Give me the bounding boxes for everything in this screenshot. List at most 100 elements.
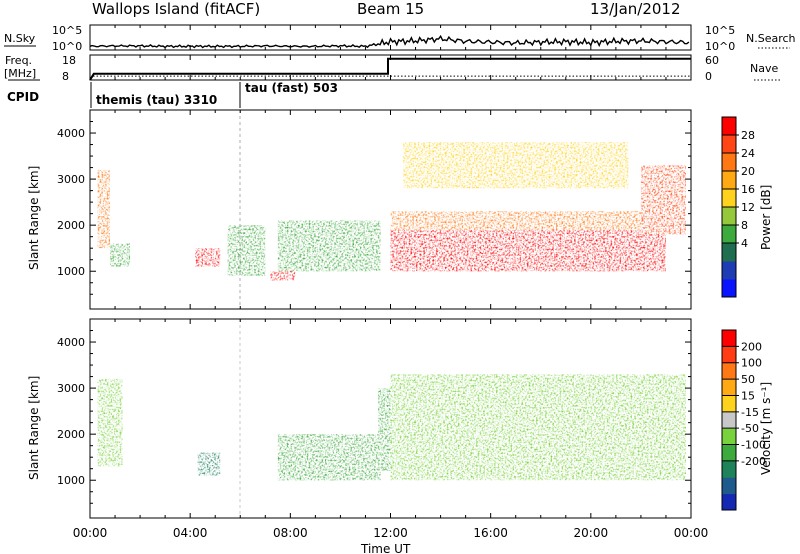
colorbar-tick-label: -50 <box>741 422 759 435</box>
colorbar-swatch <box>722 225 736 244</box>
power-panel-frame <box>89 109 692 310</box>
time-axis-label: Time UT <box>360 542 411 554</box>
echo-region <box>277 434 381 481</box>
colorbar-swatch <box>722 460 736 478</box>
cpid-mode1-label: themis (tau) 3310 <box>96 93 217 107</box>
freq-tick-bottom: 8 <box>62 70 69 83</box>
time-axis: 00:00 04:00 08:00 12:00 16:00 20:00 00:00 <box>73 25 709 540</box>
colorbar-swatch <box>722 411 736 429</box>
freq-label: Freq. <box>5 54 32 67</box>
noise-sky-series <box>89 34 690 49</box>
nave-series <box>89 75 691 79</box>
nave-tick-top: 60 <box>705 54 719 67</box>
colorbar-swatch <box>722 117 736 136</box>
echo-region <box>197 452 221 476</box>
range-tick-label: 3000 <box>57 382 85 395</box>
beam-title: Beam 15 <box>357 0 424 18</box>
power-range-axis: 1000 2000 3000 4000 <box>57 109 691 295</box>
colorbar-tick-label: -15 <box>741 406 759 419</box>
echo-region <box>390 374 686 481</box>
echo-region <box>277 220 381 272</box>
colorbar-swatch <box>722 171 736 190</box>
time-tick-label: 12:00 <box>373 526 408 540</box>
noise-right-tick-bottom: 10^0 <box>705 40 735 53</box>
colorbar-tick-label: -100 <box>741 439 766 452</box>
colorbar-swatch <box>722 428 736 446</box>
colorbar-tick-label: 28 <box>741 129 755 142</box>
colorbar-tick-label: 4 <box>741 237 748 250</box>
nave-label: Nave <box>750 62 778 75</box>
freq-tick-top: 18 <box>62 54 76 67</box>
colorbar-tick-label: 100 <box>741 357 762 370</box>
colorbar-tick-label: 20 <box>741 165 755 178</box>
station-title: Wallops Island (fitACF) <box>92 0 260 18</box>
echo-region <box>270 271 296 281</box>
range-tick-label: 1000 <box>57 474 85 487</box>
colorbar-swatch <box>722 243 736 262</box>
velocity-range-label: Slant Range [km] <box>27 376 41 480</box>
cpid-label: CPID <box>7 90 39 104</box>
freq-unit-label: [MHz] <box>4 67 36 80</box>
power-colorbar-label: Power [dB] <box>759 185 773 250</box>
noise-sky-label: N.Sky <box>4 32 36 45</box>
colorbar-swatch <box>722 330 736 347</box>
velocity-colorbar-label: Velocity [m s⁻¹] <box>759 382 773 475</box>
time-tick-label: 16:00 <box>473 526 508 540</box>
echo-region <box>390 211 641 230</box>
colorbar-swatch <box>722 444 736 462</box>
echo-region <box>110 243 130 267</box>
power-echoes <box>97 142 686 281</box>
range-tick-label: 3000 <box>57 173 85 186</box>
colorbar-swatch <box>722 207 736 226</box>
echo-region <box>195 248 221 267</box>
colorbar-swatch <box>722 379 736 396</box>
noise-left-tick-bottom: 10^0 <box>52 40 82 53</box>
range-tick-label: 1000 <box>57 265 85 278</box>
range-tick-label: 2000 <box>57 428 85 441</box>
time-tick-label: 04:00 <box>173 526 208 540</box>
colorbar-swatch <box>722 261 736 280</box>
power-range-label: Slant Range [km] <box>27 166 41 270</box>
time-tick-label: 20:00 <box>574 526 609 540</box>
colorbar-swatch <box>722 493 736 511</box>
power-colorbar: 28 24 20 16 12 8 4 <box>721 116 755 298</box>
colorbar-tick-label: 15 <box>741 389 755 402</box>
colorbar-tick-label: 50 <box>741 373 755 386</box>
colorbar-swatch <box>722 362 736 380</box>
colorbar-swatch <box>722 279 736 298</box>
range-tick-label: 4000 <box>57 127 85 140</box>
colorbar-tick-label: 200 <box>741 340 762 353</box>
echo-region <box>97 169 110 249</box>
echo-region <box>403 142 629 189</box>
colorbar-tick-label: -200 <box>741 455 766 468</box>
time-tick-label: 00:00 <box>73 526 108 540</box>
colorbar-tick-label: 8 <box>741 219 748 232</box>
velocity-range-axis: 1000 2000 3000 4000 <box>57 318 691 504</box>
colorbar-frame <box>721 329 737 511</box>
colorbar-swatch <box>722 395 736 413</box>
cpid-mode2-label: tau (fast) 503 <box>245 81 338 95</box>
echo-region <box>97 378 123 467</box>
colorbar-swatch <box>722 135 736 154</box>
colorbar-swatch <box>722 477 736 495</box>
colorbar-tick-label: 24 <box>741 147 755 160</box>
velocity-echoes <box>97 374 686 481</box>
echo-region <box>227 225 266 276</box>
time-tick-label: 00:00 <box>674 526 709 540</box>
range-tick-label: 4000 <box>57 336 85 349</box>
echo-region <box>378 388 391 471</box>
colorbar-swatch <box>722 189 736 208</box>
range-tick-label: 2000 <box>57 219 85 232</box>
noise-right-tick-top: 10^5 <box>705 24 735 37</box>
time-tick-label: 08:00 <box>273 526 308 540</box>
echo-region <box>390 229 666 272</box>
colorbar-swatch <box>722 346 736 364</box>
freq-series <box>89 57 691 81</box>
nave-tick-bottom: 0 <box>705 70 712 83</box>
colorbar-tick-label: 16 <box>741 183 755 196</box>
noise-search-label: N.Search <box>746 32 796 45</box>
echo-region <box>640 165 686 235</box>
noise-left-tick-top: 10^5 <box>52 24 82 37</box>
velocity-colorbar: 200 100 50 15 -15 -50 -100 -200 <box>721 329 766 511</box>
